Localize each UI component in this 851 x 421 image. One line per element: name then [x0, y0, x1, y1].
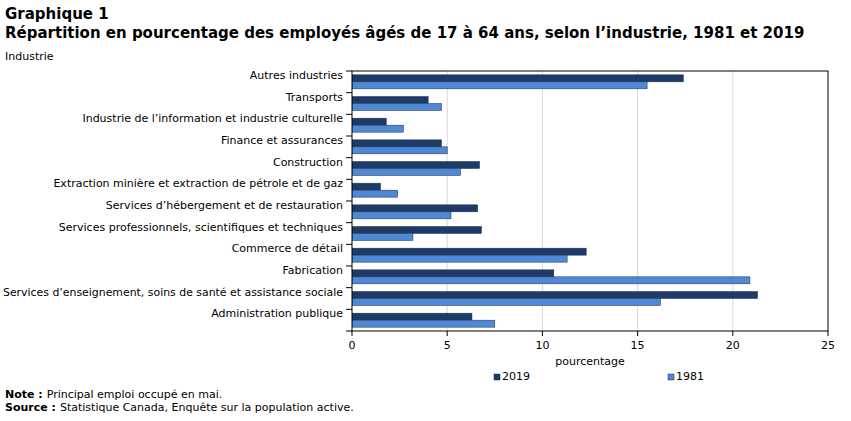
- plot-area: [352, 71, 828, 331]
- subtitle: Répartition en pourcentage des employés …: [5, 24, 804, 42]
- category-label: Commerce de détail: [232, 242, 343, 255]
- category-separator: [346, 331, 352, 332]
- bar: [352, 169, 461, 176]
- category-separator: [346, 244, 352, 245]
- bar: [352, 234, 413, 241]
- bar: [352, 255, 567, 262]
- bar: [352, 292, 758, 299]
- category-label: Industrie de l’information et industrie …: [82, 112, 343, 125]
- tick-label: 20: [726, 339, 740, 352]
- annotation-text: Statistique Canada, Enquête sur la popul…: [60, 401, 354, 414]
- bar: [352, 97, 428, 104]
- category-separator: [346, 179, 352, 180]
- tick-label: 15: [631, 339, 645, 352]
- annotation: Note : Principal emploi occupé en mai.: [5, 388, 222, 401]
- bar: [352, 320, 495, 327]
- annotation: Source : Statistique Canada, Enquête sur …: [5, 401, 354, 414]
- category-separator: [346, 287, 352, 288]
- category-separator: [346, 201, 352, 202]
- annotation-text: Principal emploi occupé en mai.: [47, 388, 222, 401]
- category-label: Construction: [273, 156, 343, 169]
- tick-mark: [447, 331, 448, 336]
- category-separator: [346, 222, 352, 223]
- legend-label: 1981: [676, 370, 704, 383]
- bar: [352, 140, 441, 147]
- category-label: Administration publique: [211, 307, 343, 320]
- chart: Graphique 1Répartition en pourcentage de…: [0, 0, 851, 421]
- bar: [352, 277, 750, 284]
- bar: [352, 299, 660, 306]
- bar: [352, 270, 554, 277]
- category-label: Finance et assurances: [221, 134, 343, 147]
- tick-label: 5: [444, 339, 451, 352]
- bar: [352, 104, 441, 111]
- category-label: Services d’hébergement et de restauratio…: [106, 199, 343, 212]
- bar: [352, 212, 451, 219]
- category-separator: [346, 309, 352, 310]
- bar: [352, 227, 481, 234]
- category-label: Services professionnels, scientifiques e…: [59, 221, 344, 234]
- category-separator: [346, 136, 352, 137]
- category-separator: [346, 92, 352, 93]
- bar: [352, 125, 403, 132]
- annotation-label: Note :: [5, 388, 43, 401]
- legend-swatch: [668, 374, 674, 380]
- bar: [352, 248, 586, 255]
- bar: [352, 183, 381, 190]
- tick-mark: [637, 331, 638, 336]
- bar: [352, 82, 647, 89]
- tick-mark: [352, 331, 353, 336]
- bar: [352, 162, 480, 169]
- plot-frame: [352, 71, 828, 331]
- category-separator: [346, 114, 352, 115]
- bars: [352, 75, 758, 327]
- tick-label: 10: [535, 339, 549, 352]
- category-label: Fabrication: [283, 264, 344, 277]
- bar: [352, 205, 478, 212]
- category-separator: [346, 71, 352, 72]
- category-label: Extraction minière et extraction de pétr…: [53, 177, 343, 190]
- category-separator: [346, 157, 352, 158]
- legend-swatch: [494, 374, 500, 380]
- bar: [352, 75, 683, 82]
- y-axis-label: Industrie: [5, 50, 54, 63]
- category-label: Autres industries: [250, 69, 343, 82]
- annotation-label: Source :: [5, 401, 56, 414]
- bar: [352, 190, 398, 197]
- tick-mark: [828, 331, 829, 336]
- x-axis-label: pourcentage: [555, 355, 625, 368]
- tick-label: 0: [349, 339, 356, 352]
- bar: [352, 313, 472, 320]
- tick-label: 25: [821, 339, 835, 352]
- bar: [352, 118, 386, 125]
- title: Graphique 1: [5, 5, 109, 23]
- legend-label: 2019: [502, 370, 530, 383]
- tick-mark: [542, 331, 543, 336]
- tick-mark: [732, 331, 733, 336]
- category-separator: [346, 266, 352, 267]
- category-label: Services d’enseignement, soins de santé …: [3, 286, 343, 299]
- bar: [352, 147, 447, 154]
- category-label: Transports: [285, 91, 344, 104]
